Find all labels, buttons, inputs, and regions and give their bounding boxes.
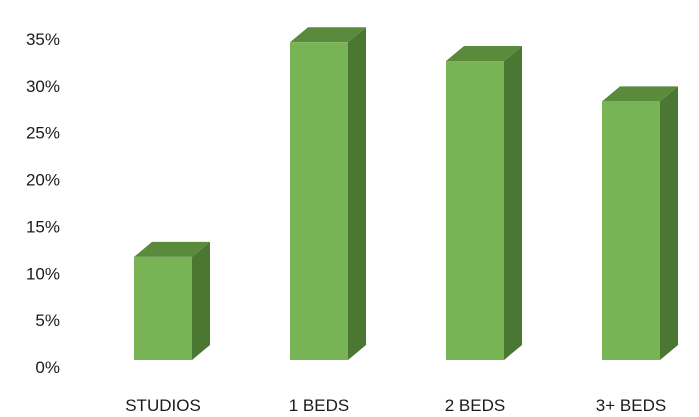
y-tick-label: 5% <box>35 311 60 330</box>
bar-top-face <box>602 86 678 102</box>
bar-studios <box>134 241 210 360</box>
bars <box>134 27 678 361</box>
bar-front-face <box>134 256 192 360</box>
bar-2-beds <box>446 46 522 361</box>
bar-front-face <box>602 101 660 360</box>
bar-top-face <box>446 46 522 62</box>
y-tick-label: 35% <box>26 30 60 49</box>
bar-1-beds <box>290 27 366 361</box>
bar-3-beds <box>602 86 678 360</box>
bar-side-face <box>192 241 210 360</box>
bar-side-face <box>348 27 366 361</box>
x-tick-label: STUDIOS <box>125 396 201 415</box>
x-tick-label: 1 BEDS <box>289 396 349 415</box>
bar-front-face <box>290 42 348 361</box>
y-tick-label: 0% <box>35 358 60 377</box>
x-axis: STUDIOS 1 BEDS 2 BEDS 3+ BEDS <box>125 396 666 415</box>
y-tick-label: 25% <box>26 124 60 143</box>
y-tick-label: 15% <box>26 217 60 236</box>
y-tick-label: 30% <box>26 77 60 96</box>
y-tick-label: 10% <box>26 264 60 283</box>
y-axis: 0% 5% 10% 15% 20% 25% 30% 35% <box>26 30 60 377</box>
bar-front-face <box>446 61 504 361</box>
bar-side-face <box>504 46 522 361</box>
bar-top-face <box>290 27 366 43</box>
bar-side-face <box>660 86 678 360</box>
bar-top-face <box>134 241 210 257</box>
x-tick-label: 3+ BEDS <box>596 396 666 415</box>
y-tick-label: 20% <box>26 171 60 190</box>
x-tick-label: 2 BEDS <box>445 396 505 415</box>
